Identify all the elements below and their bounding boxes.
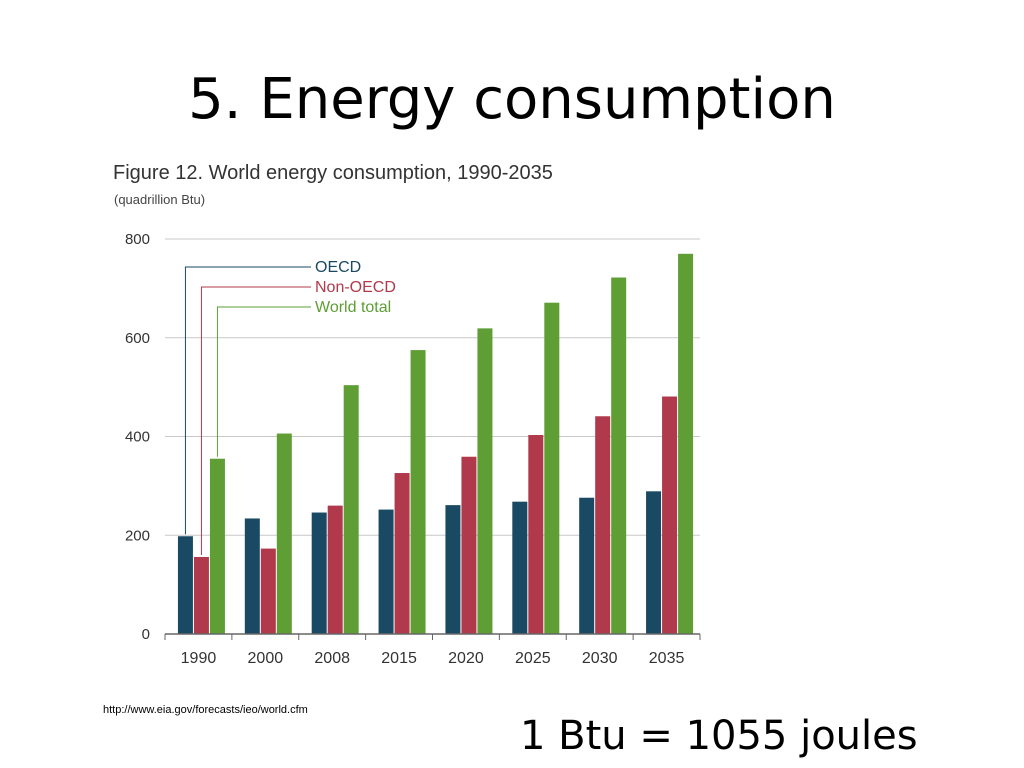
legend: OECD Non-OECD World total xyxy=(184,259,396,555)
legend-leader-oecd xyxy=(184,266,311,535)
bar-world-total-2035 xyxy=(678,253,694,634)
y-tick-label: 400 xyxy=(125,429,150,446)
bar-world-total-2015 xyxy=(410,350,426,634)
bar-non-oecd-2020 xyxy=(461,456,477,634)
bar-non-oecd-2035 xyxy=(662,396,678,634)
bar-oecd-2000 xyxy=(244,518,260,634)
x-tick-label: 2025 xyxy=(515,650,551,667)
x-tick-label: 2015 xyxy=(381,650,417,667)
bar-world-total-1990 xyxy=(209,458,225,634)
x-tick-label: 2000 xyxy=(248,650,284,667)
legend-label-world-total: World total xyxy=(315,299,391,316)
btu-conversion-note: 1 Btu = 1055 joules xyxy=(520,713,918,759)
bar-world-total-2030 xyxy=(611,277,627,634)
bar-world-total-2008 xyxy=(343,385,359,634)
legend-leader-non-oecd xyxy=(200,286,311,555)
x-tick-label: 2030 xyxy=(582,650,618,667)
y-tick-label: 200 xyxy=(125,527,150,544)
bar-world-total-2000 xyxy=(276,433,292,634)
energy-bar-chart: 0 200 400 600 800 1990 2000 2008 2015 2020 2025 20… xyxy=(125,231,701,667)
bar-world-total-2025 xyxy=(544,302,560,634)
x-tick-label: 2035 xyxy=(649,650,685,667)
x-tick-label: 1990 xyxy=(181,650,217,667)
legend-leader-world-total xyxy=(216,306,311,457)
bar-non-oecd-2000 xyxy=(260,548,276,634)
y-tick-label: 800 xyxy=(125,231,150,248)
x-tick-label: 2008 xyxy=(314,650,350,667)
source-link[interactable]: http://www.eia.gov/forecasts/ieo/world.c… xyxy=(103,704,308,716)
bars xyxy=(177,253,694,634)
bar-oecd-2025 xyxy=(512,501,528,634)
slide-title: 5. Energy consumption xyxy=(188,67,836,132)
bar-oecd-2035 xyxy=(646,491,662,634)
bar-non-oecd-2015 xyxy=(394,473,410,634)
chart-title: Figure 12. World energy consumption, 199… xyxy=(113,162,553,184)
legend-label-oecd: OECD xyxy=(315,259,361,276)
bar-oecd-2015 xyxy=(378,509,394,634)
bar-oecd-2008 xyxy=(311,512,327,634)
bar-non-oecd-2008 xyxy=(327,505,343,634)
x-tick-label: 2020 xyxy=(448,650,484,667)
bar-world-total-2020 xyxy=(477,328,493,634)
gridlines xyxy=(165,238,700,536)
bar-non-oecd-1990 xyxy=(193,556,209,634)
chart-subtitle: (quadrillion Btu) xyxy=(114,192,206,207)
bar-non-oecd-2030 xyxy=(595,416,611,634)
legend-label-non-oecd: Non-OECD xyxy=(315,279,396,296)
bar-oecd-2020 xyxy=(445,505,461,634)
y-tick-label: 0 xyxy=(142,626,150,643)
bar-oecd-2030 xyxy=(579,497,595,634)
x-axis xyxy=(164,633,701,640)
y-tick-label: 600 xyxy=(125,330,150,347)
y-tick-labels: 0 200 400 600 800 xyxy=(125,231,150,643)
bar-oecd-1990 xyxy=(177,536,193,634)
x-tick-labels: 1990 2000 2008 2015 2020 2025 2030 2035 xyxy=(181,650,685,667)
bar-non-oecd-2025 xyxy=(528,435,544,634)
